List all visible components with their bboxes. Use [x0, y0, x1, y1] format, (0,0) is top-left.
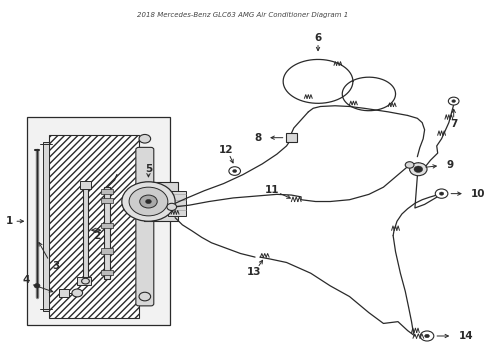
Circle shape	[409, 163, 426, 176]
Bar	[27, 117, 170, 325]
Bar	[80, 181, 91, 189]
Circle shape	[451, 100, 455, 103]
Bar	[143, 182, 177, 221]
Text: 9: 9	[446, 159, 452, 170]
Circle shape	[139, 134, 150, 143]
Bar	[43, 142, 49, 311]
Circle shape	[434, 189, 447, 198]
Bar	[49, 135, 139, 318]
Text: 12: 12	[218, 144, 233, 154]
Circle shape	[129, 187, 167, 216]
Text: 2018 Mercedes-Benz GLC63 AMG Air Conditioner Diagram 1: 2018 Mercedes-Benz GLC63 AMG Air Conditi…	[137, 12, 348, 18]
Bar	[104, 187, 110, 279]
Text: 14: 14	[458, 331, 472, 341]
Bar	[101, 189, 113, 194]
FancyBboxPatch shape	[136, 147, 153, 306]
Bar	[285, 134, 297, 142]
Bar	[77, 277, 91, 285]
Text: 6: 6	[314, 33, 321, 43]
Text: 8: 8	[254, 133, 261, 143]
Text: 1: 1	[6, 216, 13, 226]
Circle shape	[447, 97, 458, 105]
Circle shape	[232, 170, 236, 172]
Circle shape	[139, 292, 150, 301]
Circle shape	[228, 167, 240, 175]
Text: 13: 13	[247, 267, 261, 277]
Circle shape	[166, 203, 176, 211]
Text: 7: 7	[449, 120, 456, 129]
Circle shape	[145, 199, 151, 204]
Circle shape	[439, 192, 443, 195]
Bar	[59, 289, 69, 297]
Circle shape	[122, 182, 175, 221]
Text: 4: 4	[22, 275, 29, 285]
Circle shape	[413, 166, 422, 172]
Circle shape	[424, 334, 428, 338]
Text: 2: 2	[93, 231, 100, 240]
Bar	[101, 198, 113, 203]
Text: 5: 5	[144, 163, 152, 174]
Bar	[49, 135, 139, 318]
Circle shape	[419, 331, 433, 341]
Bar	[101, 224, 113, 228]
Circle shape	[405, 162, 413, 168]
Circle shape	[140, 195, 157, 208]
Text: 11: 11	[264, 185, 279, 195]
Text: 3: 3	[52, 261, 59, 271]
Text: 10: 10	[469, 189, 484, 199]
Circle shape	[34, 284, 40, 288]
Circle shape	[81, 278, 89, 284]
Circle shape	[72, 289, 82, 297]
Bar	[167, 191, 186, 216]
Bar	[101, 270, 113, 275]
Bar	[101, 248, 113, 253]
Bar	[83, 184, 88, 279]
